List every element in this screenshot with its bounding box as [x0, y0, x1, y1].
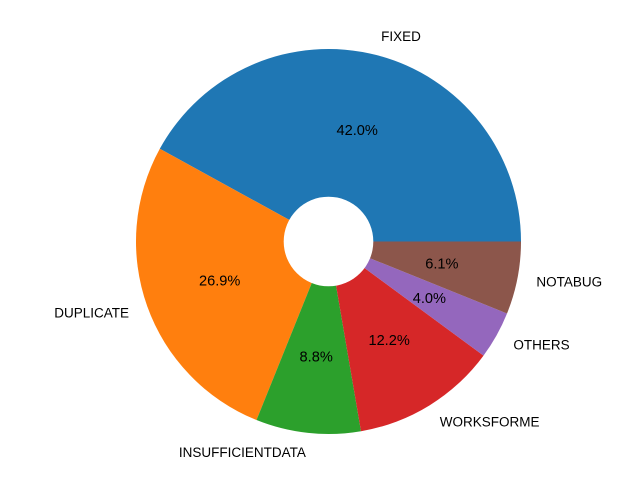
svg-text:WORKSFORME: WORKSFORME [440, 415, 540, 430]
svg-text:12.2%: 12.2% [368, 333, 409, 349]
svg-text:42.0%: 42.0% [337, 123, 378, 139]
svg-text:NOTABUG: NOTABUG [536, 275, 602, 290]
svg-text:26.9%: 26.9% [199, 273, 240, 289]
svg-text:INSUFFICIENTDATA: INSUFFICIENTDATA [179, 445, 306, 460]
svg-text:DUPLICATE: DUPLICATE [54, 305, 129, 320]
svg-text:6.1%: 6.1% [425, 257, 458, 273]
svg-text:OTHERS: OTHERS [513, 337, 569, 352]
svg-text:4.0%: 4.0% [413, 291, 446, 307]
svg-text:8.8%: 8.8% [300, 350, 333, 366]
svg-text:FIXED: FIXED [381, 29, 421, 44]
